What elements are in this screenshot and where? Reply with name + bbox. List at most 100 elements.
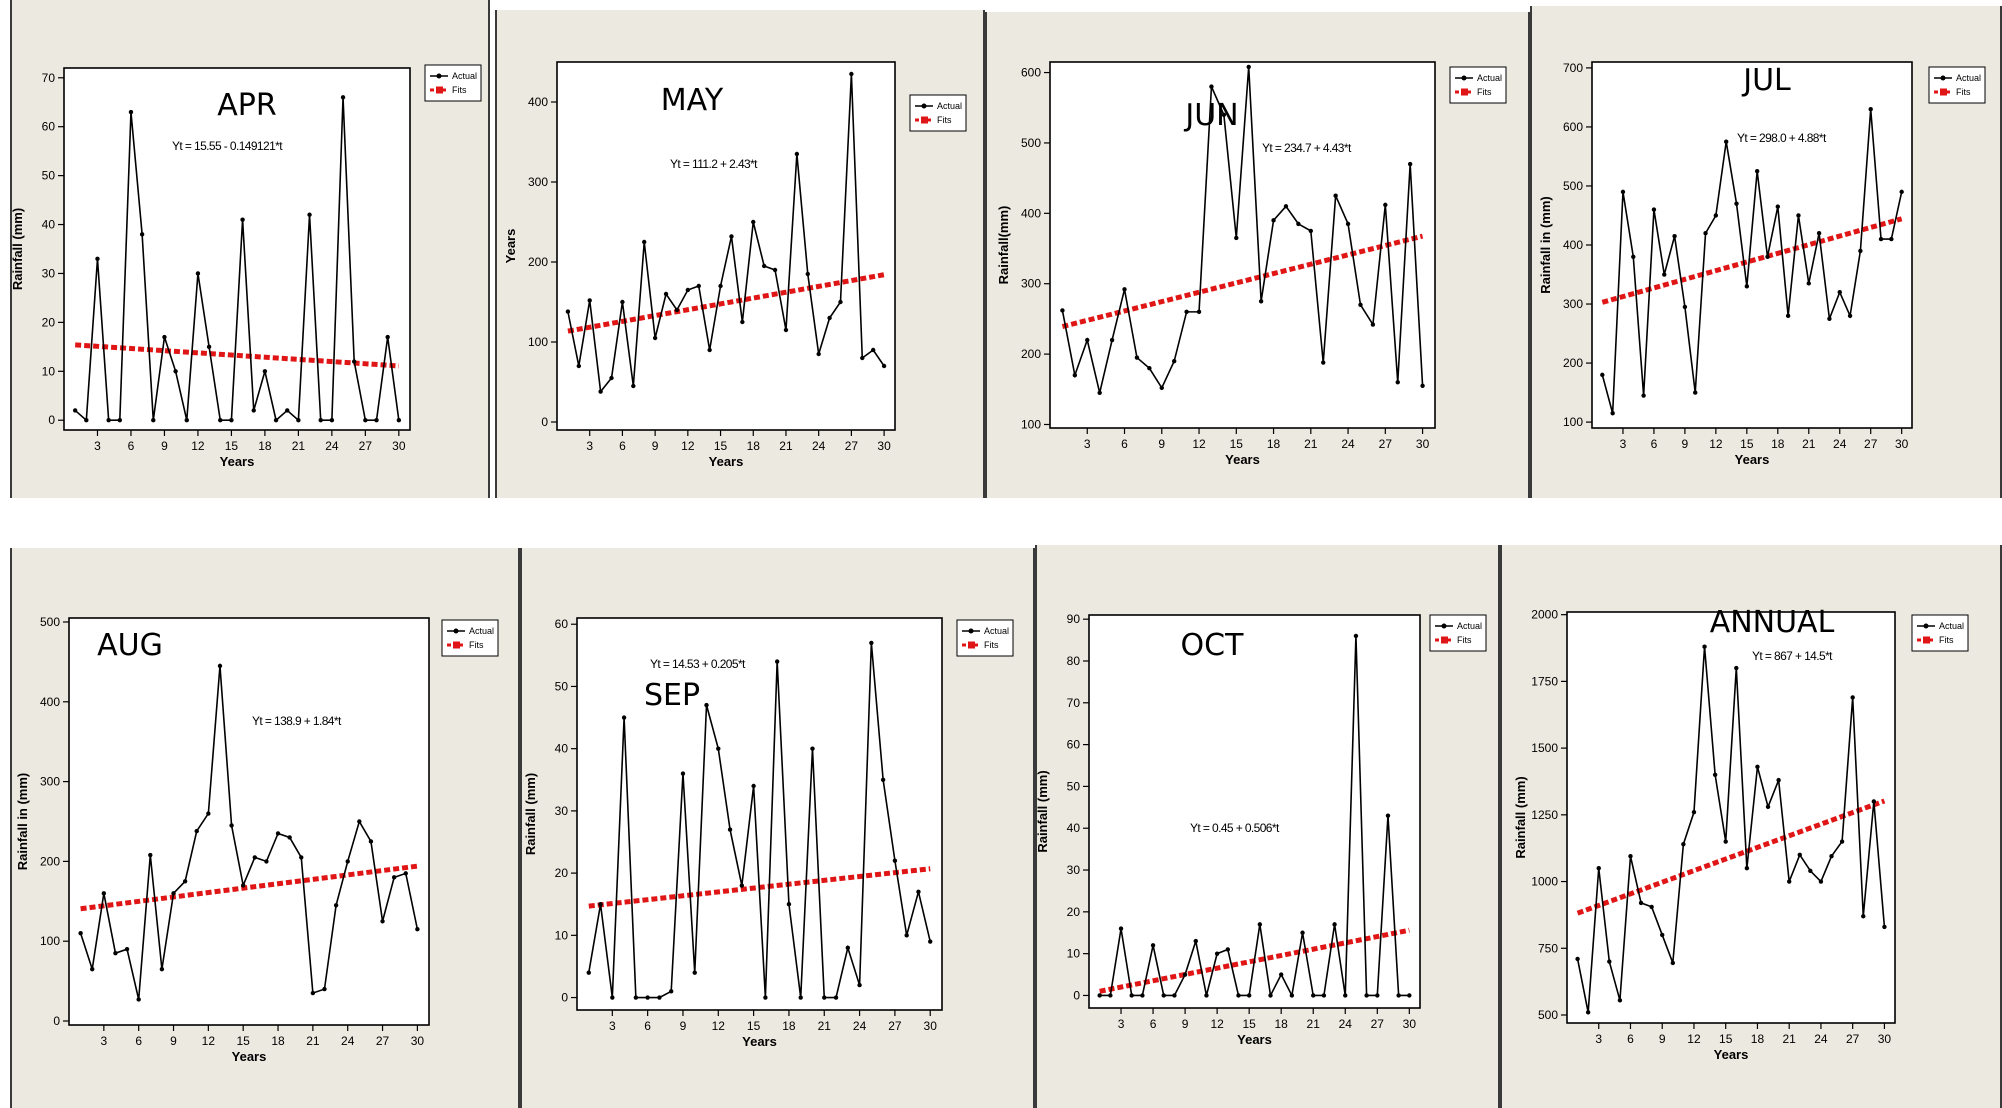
x-tick-label: 24	[1833, 437, 1847, 451]
actual-data-point	[307, 212, 312, 217]
chart-svg: 100 200 300 400 500 600 3 6 9 12 15 18 21 24 27 30 Years…	[996, 61, 1507, 467]
actual-data-point	[1617, 998, 1623, 1003]
actual-data-point	[368, 839, 374, 844]
actual-data-point	[822, 995, 827, 1000]
chart-panel-apr: 0 10 20 30 40 50 60 70 3 6 9 12 15 18 21 24 27 30 Years Rai…	[10, 0, 490, 498]
actual-data-point	[1375, 993, 1380, 998]
actual-data-point	[870, 347, 876, 353]
actual-data-point	[1776, 777, 1781, 783]
x-tick-label: 21	[1304, 437, 1318, 451]
actual-data-point	[740, 319, 745, 325]
actual-data-point	[1861, 914, 1866, 919]
actual-data-point	[357, 819, 362, 824]
plot-area	[68, 617, 430, 1026]
actual-data-point	[1607, 959, 1612, 964]
x-tick-label: 3	[94, 439, 101, 453]
actual-data-point	[1246, 64, 1251, 70]
actual-data-point	[1837, 290, 1842, 295]
actual-data-point	[1797, 852, 1802, 858]
y-tick-label: 10	[555, 928, 569, 942]
y-tick-label: 600	[1021, 66, 1041, 80]
actual-data-point	[329, 418, 335, 423]
y-tick-label: 200	[1563, 356, 1583, 370]
actual-data-point	[136, 997, 141, 1002]
panel-title: AUG	[97, 628, 163, 663]
actual-data-point	[1108, 993, 1113, 998]
actual-data-point	[1702, 644, 1707, 649]
actual-data-point	[1575, 956, 1580, 962]
actual-data-point	[264, 859, 269, 864]
x-axis-label: Years	[232, 1049, 267, 1064]
actual-data-point	[1649, 904, 1654, 910]
legend: Actual Fits	[1928, 66, 1986, 104]
actual-data-point	[1072, 373, 1078, 378]
y-axis-label: Rainfall in (mm)	[1538, 196, 1553, 294]
x-tick-label: 12	[191, 439, 205, 453]
y-tick-label: 80	[1067, 654, 1081, 668]
plot-area	[1088, 614, 1421, 1009]
actual-data-point	[240, 217, 245, 222]
actual-data-point	[385, 334, 390, 340]
y-tick-label: 2000	[1531, 608, 1558, 622]
actual-data-point	[363, 418, 368, 423]
x-axis-label: Years	[1735, 452, 1770, 467]
legend-fits-marker	[1940, 88, 1947, 96]
legend-actual-marker	[968, 628, 974, 634]
actual-data-point	[159, 966, 165, 972]
x-tick-label: 30	[924, 1019, 938, 1033]
legend-box	[424, 64, 482, 102]
actual-data-point	[1682, 304, 1688, 310]
y-tick-label: 400	[40, 695, 60, 709]
y-tick-label: 60	[1067, 738, 1081, 752]
y-tick-label: 300	[1563, 297, 1583, 311]
actual-series-line	[79, 665, 419, 1000]
x-tick-label: 21	[1307, 1017, 1321, 1031]
actual-data-point	[296, 418, 301, 423]
actual-data-point	[229, 418, 234, 423]
legend-box	[909, 94, 967, 132]
chart-svg: 0 10 20 30 40 50 60 70 80 90 3 6 9 12 15 18 21 24 27 30 Year…	[1035, 612, 1487, 1047]
actual-data-point	[1899, 189, 1904, 195]
trend-equation: Yt = 14.53 + 0.205*t	[650, 657, 746, 671]
x-tick-label: 21	[1802, 437, 1816, 451]
actual-data-point	[1209, 84, 1214, 89]
chart-panel-may: 0 100 200 300 400 3 6 9 12 15 18 21 24 27 30 Years Years…	[495, 10, 985, 498]
legend: Actual Fits	[424, 64, 482, 102]
actual-data-point	[1385, 813, 1391, 818]
actual-data-point	[128, 109, 134, 115]
y-tick-label: 1250	[1531, 808, 1558, 822]
y-axis-label: Years	[503, 229, 518, 264]
actual-data-point	[229, 823, 234, 828]
actual-data-point	[668, 989, 674, 994]
actual-data-point	[124, 946, 130, 952]
x-tick-label: 6	[644, 1019, 651, 1033]
panel-title: OCT	[1181, 628, 1245, 663]
legend-actual-label: Actual	[984, 626, 1009, 636]
fits-series-line	[1601, 216, 1903, 305]
actual-data-point	[318, 418, 323, 423]
actual-data-point	[827, 315, 832, 321]
y-tick-label: 500	[1563, 179, 1583, 193]
actual-data-point	[1610, 411, 1615, 416]
actual-data-point	[783, 327, 789, 333]
actual-data-point	[1785, 313, 1791, 319]
actual-data-point	[739, 883, 745, 888]
fits-series-line	[80, 863, 418, 912]
trend-equation: Yt = 0.45 + 0.506*t	[1190, 821, 1280, 835]
actual-data-point	[1396, 993, 1401, 998]
actual-data-point	[833, 995, 839, 1000]
x-tick-label: 18	[1275, 1017, 1289, 1031]
y-tick-label: 20	[1067, 905, 1081, 919]
actual-data-point	[78, 931, 83, 936]
actual-data-point	[90, 966, 95, 972]
y-tick-label: 400	[528, 95, 548, 109]
x-tick-label: 9	[680, 1019, 687, 1033]
actual-data-point	[106, 418, 111, 423]
actual-data-point	[1670, 960, 1676, 966]
actual-data-point	[1829, 853, 1834, 859]
actual-data-point	[1662, 272, 1667, 277]
x-tick-label: 9	[1659, 1032, 1666, 1046]
actual-data-point	[287, 835, 292, 840]
y-tick-label: 500	[1538, 1008, 1558, 1022]
actual-data-point	[206, 344, 212, 350]
